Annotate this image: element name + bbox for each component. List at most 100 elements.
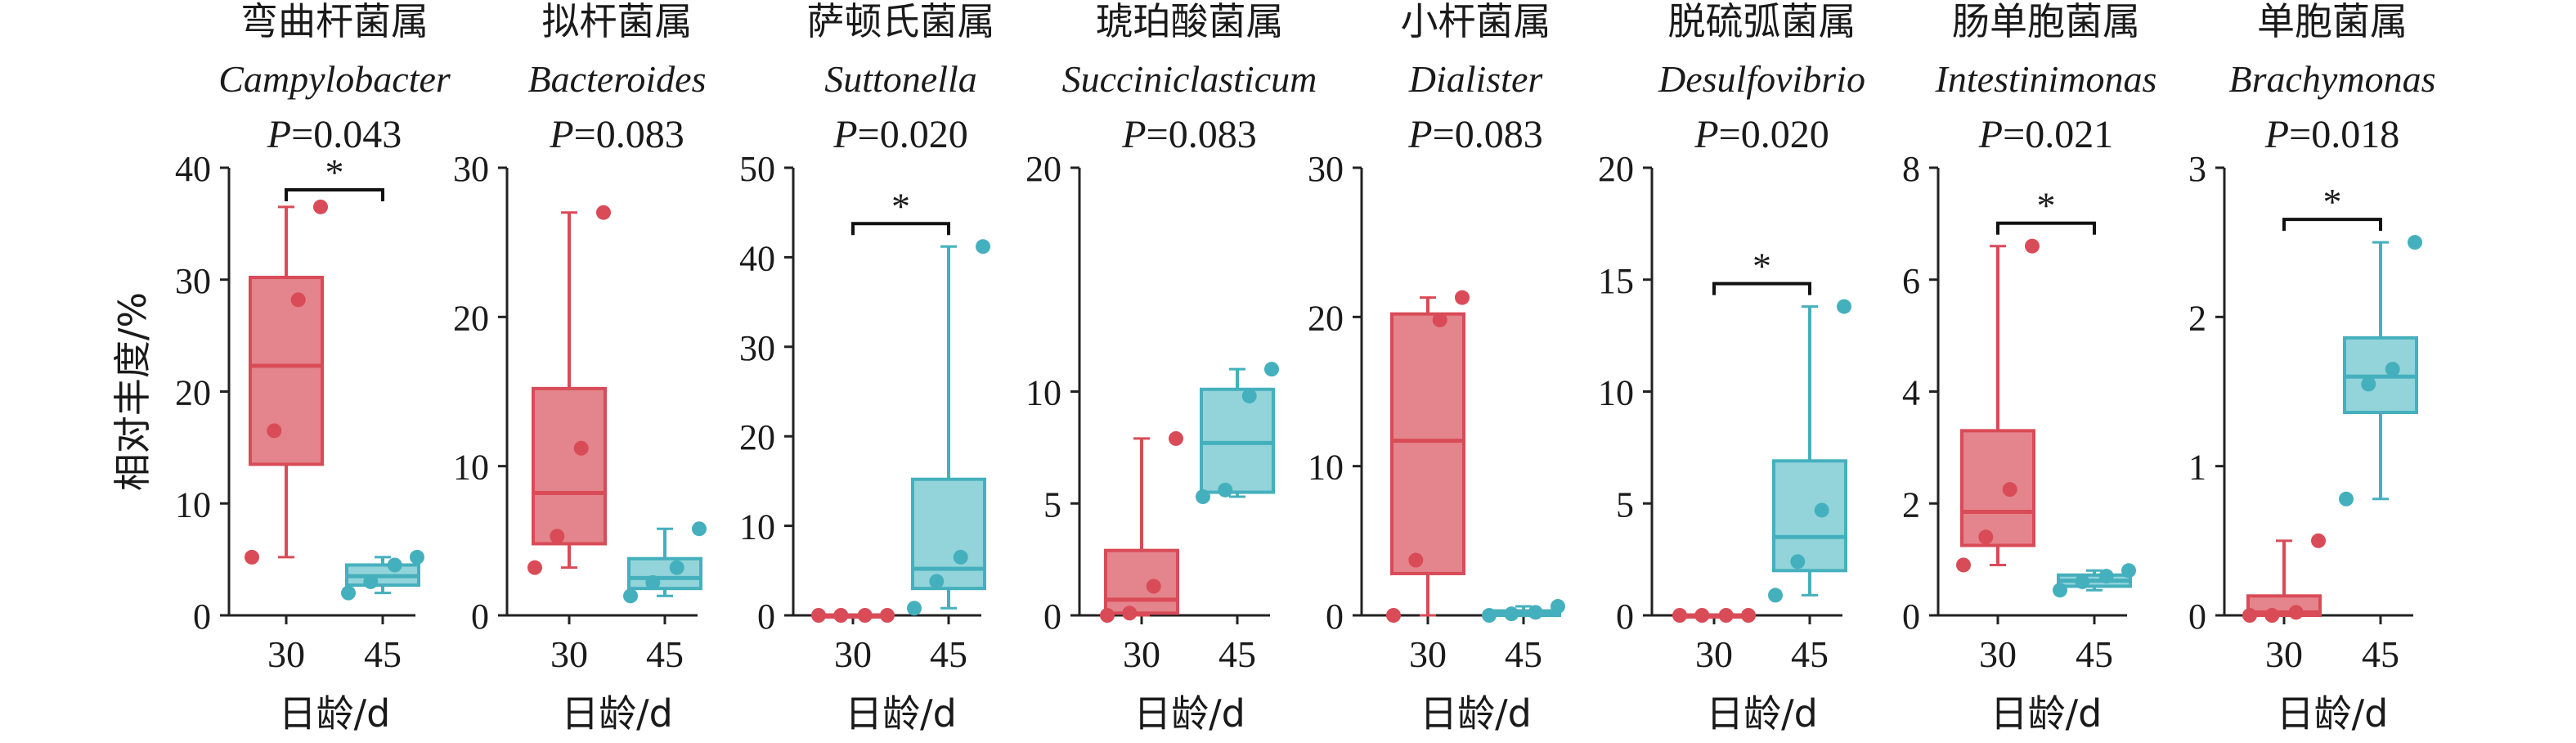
x-axis-label: 日龄/d	[561, 691, 673, 736]
y-tick-label: 5	[1043, 484, 1061, 525]
data-point	[1528, 605, 1543, 620]
box	[1960, 429, 2035, 547]
y-tick-label: 0	[1326, 597, 1344, 637]
data-point	[1169, 430, 1183, 446]
box	[1104, 548, 1179, 615]
x-tick-label: 30	[834, 633, 872, 675]
data-point	[1837, 299, 1851, 314]
y-tick-label: 0	[471, 597, 489, 637]
y-tick-label: 10	[453, 448, 489, 488]
panel-title-latin: Dialister	[1408, 58, 1544, 100]
data-point	[1455, 290, 1470, 305]
significance-star: *	[2037, 185, 2056, 227]
data-point	[1482, 608, 1497, 623]
y-axis-label: 相对丰度/%	[110, 292, 155, 491]
y-tick-label: 30	[453, 149, 489, 189]
x-axis-label: 日龄/d	[2277, 691, 2389, 736]
data-point	[1504, 606, 1519, 622]
y-tick-label: 4	[1902, 373, 1920, 413]
y-tick-label: 30	[175, 261, 211, 301]
data-point	[410, 549, 424, 565]
data-point	[596, 205, 611, 220]
data-point	[811, 608, 826, 623]
x-tick-label: 45	[1218, 633, 1256, 675]
x-tick-label: 45	[930, 633, 967, 675]
y-tick-label: 5	[1616, 484, 1634, 525]
y-tick-label: 1	[2188, 448, 2206, 488]
panel-title-latin: Suttonella	[824, 58, 977, 100]
y-tick-label: 3	[2188, 149, 2206, 189]
data-point	[341, 585, 356, 601]
data-point	[857, 608, 873, 623]
y-tick-label: 2	[2188, 298, 2206, 338]
data-point	[290, 292, 306, 308]
y-tick-label: 8	[1902, 149, 1920, 189]
data-point	[692, 521, 707, 537]
x-tick-label: 30	[550, 633, 588, 675]
data-point	[550, 529, 565, 544]
significance-star: *	[1752, 245, 1771, 287]
y-tick-label: 6	[1902, 261, 1920, 301]
y-tick-label: 10	[175, 484, 211, 525]
data-point	[1386, 608, 1401, 623]
data-point	[2025, 238, 2040, 254]
data-point	[645, 574, 661, 590]
data-point	[669, 560, 684, 575]
x-tick-label: 30	[1123, 633, 1160, 675]
y-tick-label: 20	[453, 298, 489, 338]
panel-title-cn: 拟杆菌属	[542, 0, 693, 43]
p-value-label: P=0.043	[267, 113, 402, 156]
data-point	[1694, 608, 1710, 623]
data-point	[880, 608, 895, 623]
data-point	[2075, 574, 2090, 589]
data-point	[2385, 362, 2400, 377]
data-point	[267, 423, 282, 439]
data-point	[2098, 569, 2114, 584]
y-tick-label: 50	[739, 149, 775, 189]
y-tick-label: 10	[1598, 373, 1634, 413]
y-tick-label: 0	[1616, 597, 1634, 637]
p-value-label: P=0.021	[1978, 113, 2113, 156]
data-point	[573, 440, 589, 456]
data-point	[2288, 605, 2304, 620]
significance-star: *	[2323, 181, 2342, 223]
x-axis-label: 日龄/d	[1706, 691, 1818, 736]
data-point	[1551, 599, 1565, 615]
box	[627, 556, 702, 591]
data-point	[245, 549, 259, 565]
data-point	[1956, 557, 1971, 573]
data-point	[2242, 608, 2257, 623]
data-point	[2121, 563, 2136, 579]
data-point	[1241, 388, 1257, 403]
significance-bracket	[1712, 281, 1811, 295]
data-point	[313, 199, 328, 214]
data-point	[907, 601, 922, 616]
y-tick-label: 0	[1043, 597, 1061, 637]
box	[1772, 459, 1847, 573]
data-point	[1196, 489, 1210, 505]
box	[249, 276, 324, 466]
y-tick-label: 20	[175, 373, 211, 413]
panel-title-latin: Intestinimonas	[1935, 58, 2157, 100]
y-tick-label: 0	[193, 597, 211, 637]
x-tick-label: 30	[267, 633, 305, 675]
y-tick-label: 10	[1308, 448, 1344, 488]
y-tick-label: 20	[1598, 149, 1634, 189]
data-point	[1718, 608, 1734, 623]
p-value-label: P=0.083	[1407, 113, 1542, 156]
data-point	[1790, 554, 1806, 570]
x-axis-label: 日龄/d	[279, 691, 391, 736]
data-point	[2361, 376, 2376, 392]
data-point	[1432, 312, 1447, 327]
panel-title-cn: 小杆菌属	[1401, 0, 1551, 43]
panel-title-cn: 单胞菌属	[2257, 0, 2408, 43]
y-tick-label: 0	[757, 597, 775, 637]
box	[1390, 312, 1465, 575]
data-point	[2311, 533, 2326, 548]
data-point	[623, 588, 638, 604]
x-tick-label: 45	[2362, 633, 2399, 675]
data-point	[1122, 606, 1138, 621]
data-point	[1408, 552, 1424, 568]
y-tick-label: 2	[1902, 484, 1920, 525]
y-tick-label: 10	[1025, 373, 1061, 413]
